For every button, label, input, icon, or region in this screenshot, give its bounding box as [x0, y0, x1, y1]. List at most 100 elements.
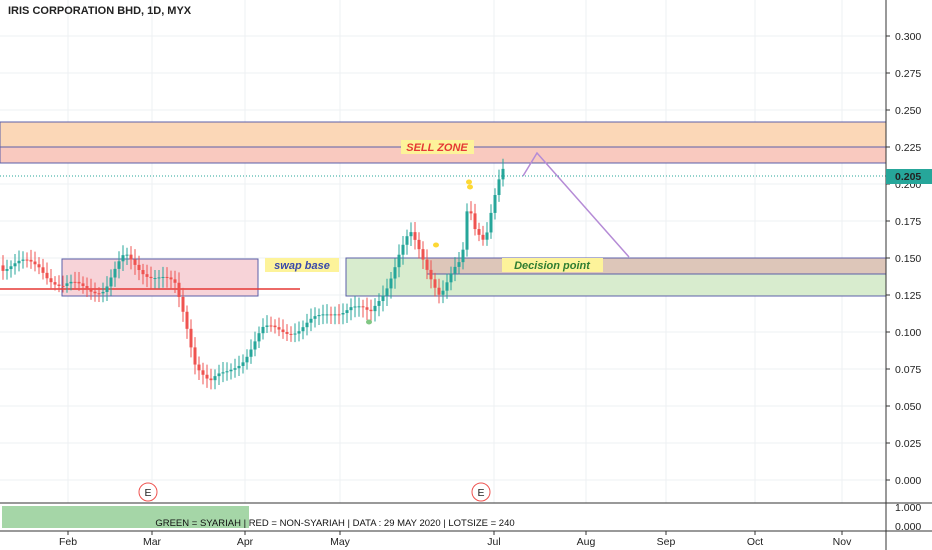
candle-body	[341, 313, 345, 315]
price-tick-label: 0.050	[895, 401, 921, 413]
candle-body	[169, 277, 173, 280]
chart-title: IRIS CORPORATION BHD, 1D, MYX	[8, 5, 192, 17]
price-tick-label: 0.275	[895, 68, 921, 80]
footer-legend-text: GREEN = SYARIAH | RED = NON-SYARIAH | DA…	[155, 518, 514, 529]
candle-body	[409, 232, 413, 237]
candle-body	[161, 276, 165, 278]
price-tick-label: 0.025	[895, 438, 921, 450]
candle-body	[281, 329, 285, 333]
candle-body	[45, 272, 49, 279]
candle-body	[69, 281, 73, 284]
candle-body	[301, 327, 305, 332]
candle-body	[381, 295, 385, 302]
time-tick-label: Mar	[143, 536, 162, 548]
decision-point-label: Decision point	[514, 260, 591, 272]
candle-body	[489, 212, 493, 233]
candle-body	[253, 341, 257, 350]
candle-body	[365, 307, 369, 310]
time-axis[interactable]: Feb Mar Apr May Jul Aug Sep Oct Nov	[59, 531, 852, 548]
candle-body	[465, 211, 469, 250]
candle-body	[337, 314, 341, 316]
price-tick-label: 0.300	[895, 31, 921, 43]
time-tick-label: Aug	[577, 536, 596, 548]
candle-body	[377, 301, 381, 306]
event-marker-label: E	[144, 487, 151, 499]
sell-zone-label-bg	[401, 140, 474, 154]
candle-body	[89, 289, 93, 292]
candle-body	[321, 314, 325, 316]
candle-body	[413, 232, 417, 240]
candle-body	[137, 264, 141, 271]
candle-body	[333, 314, 337, 316]
price-tick-label: 0.250	[895, 105, 921, 117]
candle-body	[101, 291, 105, 294]
candle-body	[473, 213, 477, 230]
price-tick-label: 0.125	[895, 290, 921, 302]
candle-body	[109, 277, 113, 287]
candle-body	[433, 279, 437, 288]
candle-body	[449, 273, 453, 283]
candle-body	[249, 349, 253, 357]
candle-body	[421, 249, 425, 260]
candle-body	[429, 269, 433, 280]
candle-body	[297, 331, 301, 334]
candle-body	[149, 276, 153, 279]
marker-dot	[366, 319, 372, 325]
candle-body	[105, 286, 109, 292]
time-tick-label: Oct	[747, 536, 763, 548]
candle-body	[113, 268, 117, 278]
candle-body	[393, 267, 397, 279]
candle-body	[65, 283, 69, 286]
candle-body	[189, 328, 193, 348]
candle-body	[385, 288, 389, 296]
candle-body	[37, 264, 41, 268]
candle-body	[125, 254, 129, 256]
candle-body	[313, 316, 317, 319]
candle-body	[357, 306, 361, 308]
candle-body	[1, 265, 5, 271]
candle-body	[477, 229, 481, 235]
projection-line	[522, 151, 630, 258]
candle-body	[97, 293, 101, 295]
decision-zone-upper	[426, 257, 887, 275]
time-tick-label: Jul	[487, 536, 500, 548]
candle-body	[453, 266, 457, 274]
price-tick-label: 0.075	[895, 364, 921, 376]
event-marker-1[interactable]: E	[138, 482, 158, 502]
event-marker-label: E	[477, 487, 484, 499]
candle-body	[233, 368, 237, 370]
candle-body	[213, 376, 217, 381]
candle-body	[153, 278, 157, 280]
candle-body	[61, 285, 65, 287]
price-tick-label: 0.000	[895, 475, 921, 487]
decision-point-label-bg	[502, 258, 603, 272]
candle-body	[277, 327, 281, 330]
candle-body	[13, 263, 17, 267]
candle-body	[57, 284, 61, 286]
candle-body	[41, 267, 45, 273]
candle-body	[329, 314, 333, 316]
event-marker-2[interactable]: E	[471, 482, 491, 502]
candle-body	[349, 307, 353, 311]
candle-body	[165, 276, 169, 278]
candle-body	[469, 211, 473, 214]
price-tick-label: 0.175	[895, 216, 921, 228]
price-axis[interactable]: 0.000 0.025 0.050 0.075 0.100 0.125 0.150 0.175…	[886, 31, 921, 487]
candle-body	[185, 311, 189, 329]
candle-body	[441, 290, 445, 295]
candle-body	[417, 239, 421, 250]
candle-body	[193, 347, 197, 365]
price-tick-label: 0.100	[895, 327, 921, 339]
candle-body	[425, 259, 429, 270]
candle-body	[369, 309, 373, 312]
price-tick-label: 0.150	[895, 253, 921, 265]
candle-body	[397, 254, 401, 268]
candle-body	[173, 279, 177, 283]
candle-body	[481, 234, 485, 240]
candle-body	[25, 259, 29, 261]
candle-body	[81, 283, 85, 287]
sell-zone-label: SELL ZONE	[406, 142, 468, 154]
candle-body	[273, 325, 277, 328]
candle-body	[289, 333, 293, 335]
